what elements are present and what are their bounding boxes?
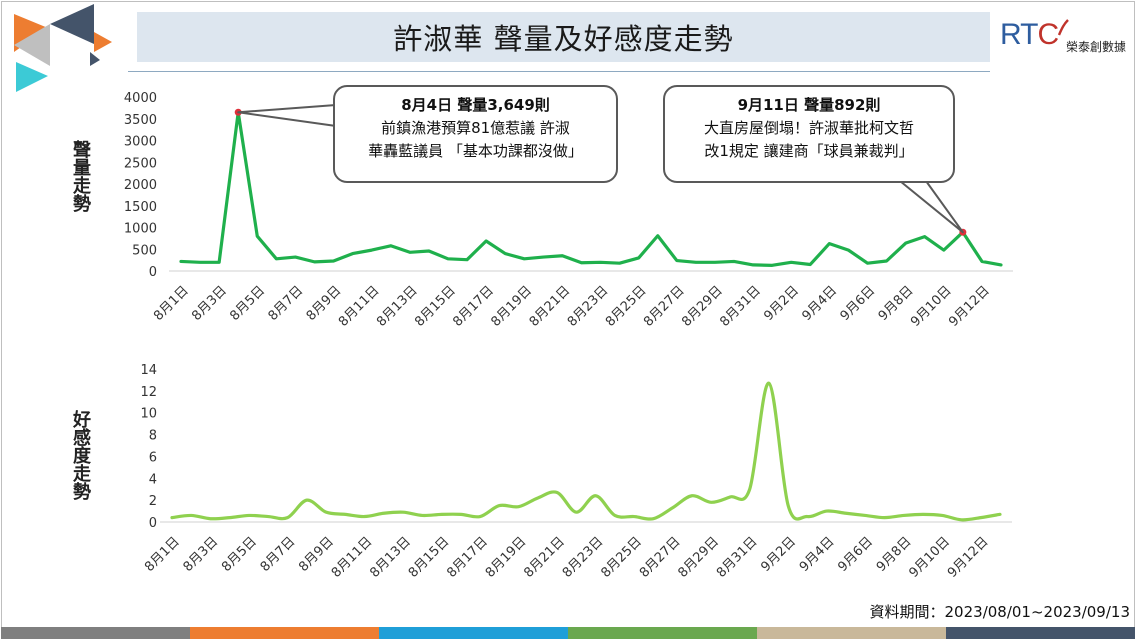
sentiment-axis-title: 好感度走勢: [70, 410, 91, 500]
callout-sep11-line1: 大直房屋倒塌！許淑華批柯文哲: [703, 119, 914, 137]
deco-triangle-dark-small: [90, 52, 100, 66]
volume-ytick-label: 1000: [124, 222, 157, 237]
callout-aug4: 8月4日 聲量3,649則 前鎮漁港預算81億惹議 許淑 華轟藍議員 「基本功課…: [333, 85, 618, 183]
logo-mark-c: C: [1037, 18, 1059, 51]
footer-strip-segment: [568, 627, 757, 639]
volume-ytick-label: 2500: [124, 156, 157, 171]
callout-sep11-line2: 改1規定 讓建商「球員兼裁判」: [704, 142, 914, 160]
footer-strip-segment: [379, 627, 568, 639]
deco-triangle-cyan: [16, 62, 48, 92]
callout-sep11-pointer: [899, 180, 964, 234]
brand-logo: RTC 榮泰創數據: [1000, 18, 1132, 60]
volume-axis-title: 聲量走勢: [70, 140, 91, 212]
volume-ytick-label: 3500: [124, 113, 157, 128]
callout-aug4-line1: 前鎮漁港預算81億惹議 許淑: [381, 119, 570, 137]
footer-strip-segment: [757, 627, 946, 639]
title-underline: [128, 71, 990, 72]
footer-strip-segment: [946, 627, 1135, 639]
callout-aug4-line2: 華轟藍議員 「基本功課都沒做」: [368, 142, 583, 160]
volume-ytick-label: 1500: [124, 200, 157, 215]
corner-decoration: [14, 4, 112, 92]
volume-ytick-label: 4000: [124, 91, 157, 106]
volume-ytick-label: 500: [132, 243, 157, 258]
sentiment-series-line: [170, 381, 1002, 522]
sentiment-ytick-label: 2: [149, 494, 157, 509]
sentiment-ytick-label: 14: [140, 363, 157, 378]
deco-triangle-orange-small: [94, 32, 112, 52]
callout-aug4-pointer: [237, 104, 337, 127]
callout-aug4-head: 8月4日 聲量3,649則: [401, 96, 550, 114]
logo-subtitle: 榮泰創數據: [1066, 40, 1127, 54]
deco-triangle-gray: [14, 24, 50, 66]
logo-swoosh-icon: [1057, 19, 1069, 36]
sentiment-ytick-label: 0: [149, 516, 157, 531]
sentiment-ytick-label: 8: [149, 429, 157, 444]
footer-strip-segment: [190, 627, 379, 639]
volume-ytick-label: 2000: [124, 178, 157, 193]
logo-mark: RTC: [1000, 18, 1059, 52]
data-period-note: 資料期間：2023/08/01~2023/09/13: [869, 603, 1130, 621]
sentiment-ytick-label: 6: [149, 450, 157, 465]
volume-ytick-label: 0: [149, 265, 157, 280]
page-title: 許淑華 聲量及好感度走勢: [393, 22, 734, 56]
volume-ytick-label: 3000: [124, 135, 157, 150]
callout-sep11-head: 9月11日 聲量892則: [737, 96, 881, 114]
footer-strip-segment: [1, 627, 190, 639]
sentiment-ytick-label: 10: [140, 407, 157, 422]
deco-triangle-navy: [50, 4, 94, 44]
sentiment-ytick-label: 4: [149, 472, 157, 487]
callout-sep11: 9月11日 聲量892則 大直房屋倒塌！許淑華批柯文哲 改1規定 讓建商「球員兼…: [663, 85, 955, 183]
volume-series-line: [179, 110, 1003, 267]
title-banner: 許淑華 聲量及好感度走勢: [137, 12, 990, 62]
logo-mark-rt: RT: [1000, 18, 1038, 51]
sentiment-ytick-label: 12: [140, 385, 157, 400]
